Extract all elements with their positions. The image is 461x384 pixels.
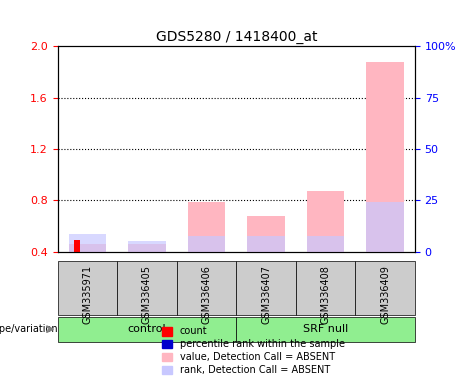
Bar — [128, 242, 165, 252]
Text: GSM336407: GSM336407 — [261, 265, 271, 324]
FancyBboxPatch shape — [296, 261, 355, 315]
Bar — [247, 236, 285, 252]
Text: genotype/variation: genotype/variation — [0, 324, 58, 334]
Text: SRF null: SRF null — [303, 324, 348, 334]
Bar — [366, 202, 404, 252]
Text: GSM336405: GSM336405 — [142, 265, 152, 324]
Text: GSM336409: GSM336409 — [380, 265, 390, 324]
Bar — [366, 61, 404, 252]
Legend: count, percentile rank within the sample, value, Detection Call = ABSENT, rank, : count, percentile rank within the sample… — [159, 323, 349, 379]
Bar — [307, 191, 344, 252]
Bar — [69, 244, 106, 252]
Bar — [69, 234, 106, 252]
FancyBboxPatch shape — [117, 261, 177, 315]
FancyBboxPatch shape — [236, 261, 296, 315]
FancyBboxPatch shape — [177, 261, 236, 315]
Bar — [188, 236, 225, 252]
Text: control: control — [128, 324, 166, 334]
FancyBboxPatch shape — [236, 316, 415, 342]
FancyBboxPatch shape — [355, 261, 415, 315]
FancyBboxPatch shape — [58, 261, 117, 315]
Bar — [74, 240, 80, 252]
Text: GSM336408: GSM336408 — [320, 265, 331, 324]
Bar — [188, 202, 225, 252]
Bar — [307, 236, 344, 252]
Text: GSM335971: GSM335971 — [83, 265, 92, 324]
Title: GDS5280 / 1418400_at: GDS5280 / 1418400_at — [155, 30, 317, 44]
Bar — [128, 244, 165, 252]
Bar — [247, 216, 285, 252]
Text: GSM336406: GSM336406 — [201, 265, 212, 324]
FancyBboxPatch shape — [58, 316, 236, 342]
